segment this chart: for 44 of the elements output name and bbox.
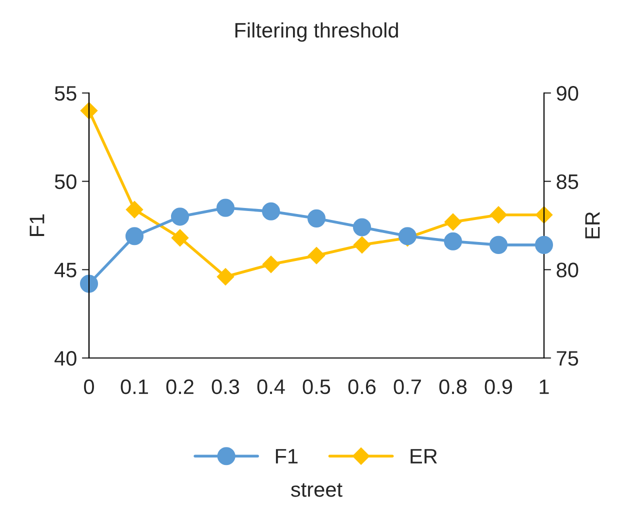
- x-tick-label: 0: [84, 379, 94, 394]
- x-tick-label: 0.8: [439, 379, 467, 394]
- point: [490, 206, 508, 224]
- point: [444, 232, 462, 250]
- x-tick-label: 0.3: [212, 379, 240, 394]
- point: [352, 218, 372, 236]
- y2-tick-label: 85: [556, 174, 578, 190]
- point: [353, 236, 371, 254]
- point: [262, 256, 280, 273]
- x-tick-label: 0.5: [302, 379, 330, 394]
- y-tick-label: 55: [54, 86, 76, 101]
- x-tick-label: 1: [540, 380, 549, 394]
- chart-title: Filtering threshold: [235, 22, 398, 42]
- y-axis-title: F1: [30, 214, 44, 236]
- point: [262, 202, 280, 220]
- point: [171, 229, 189, 246]
- y2-axis-title: ER: [585, 212, 600, 238]
- point: [170, 208, 190, 226]
- point: [308, 246, 326, 264]
- legend-label: ER: [410, 449, 437, 464]
- point: [489, 236, 508, 254]
- y-tick-label: 45: [54, 262, 76, 278]
- point: [307, 209, 326, 228]
- x-axis-title: street: [291, 483, 342, 497]
- point: [216, 198, 235, 217]
- point: [444, 213, 462, 231]
- point: [126, 201, 144, 218]
- point: [80, 274, 98, 293]
- x-tick-label: 0.6: [348, 379, 376, 394]
- y-tick-label: 40: [54, 351, 76, 366]
- point: [80, 102, 98, 120]
- point: [125, 227, 144, 246]
- point: [216, 268, 234, 286]
- y2-tick-label: 90: [556, 86, 578, 101]
- y2-tick-label: 75: [556, 351, 578, 366]
- x-tick-label: 0.9: [484, 379, 512, 394]
- x-tick-label: 0.1: [120, 379, 148, 394]
- y2-tick-label: 80: [556, 262, 578, 278]
- x-tick-label: 0.2: [166, 379, 194, 394]
- point: [534, 236, 554, 254]
- x-tick-label: 0.4: [257, 379, 285, 394]
- x-tick-label: 0.7: [394, 379, 421, 394]
- y-tick-label: 50: [54, 174, 76, 190]
- legend-label: F1: [276, 449, 298, 464]
